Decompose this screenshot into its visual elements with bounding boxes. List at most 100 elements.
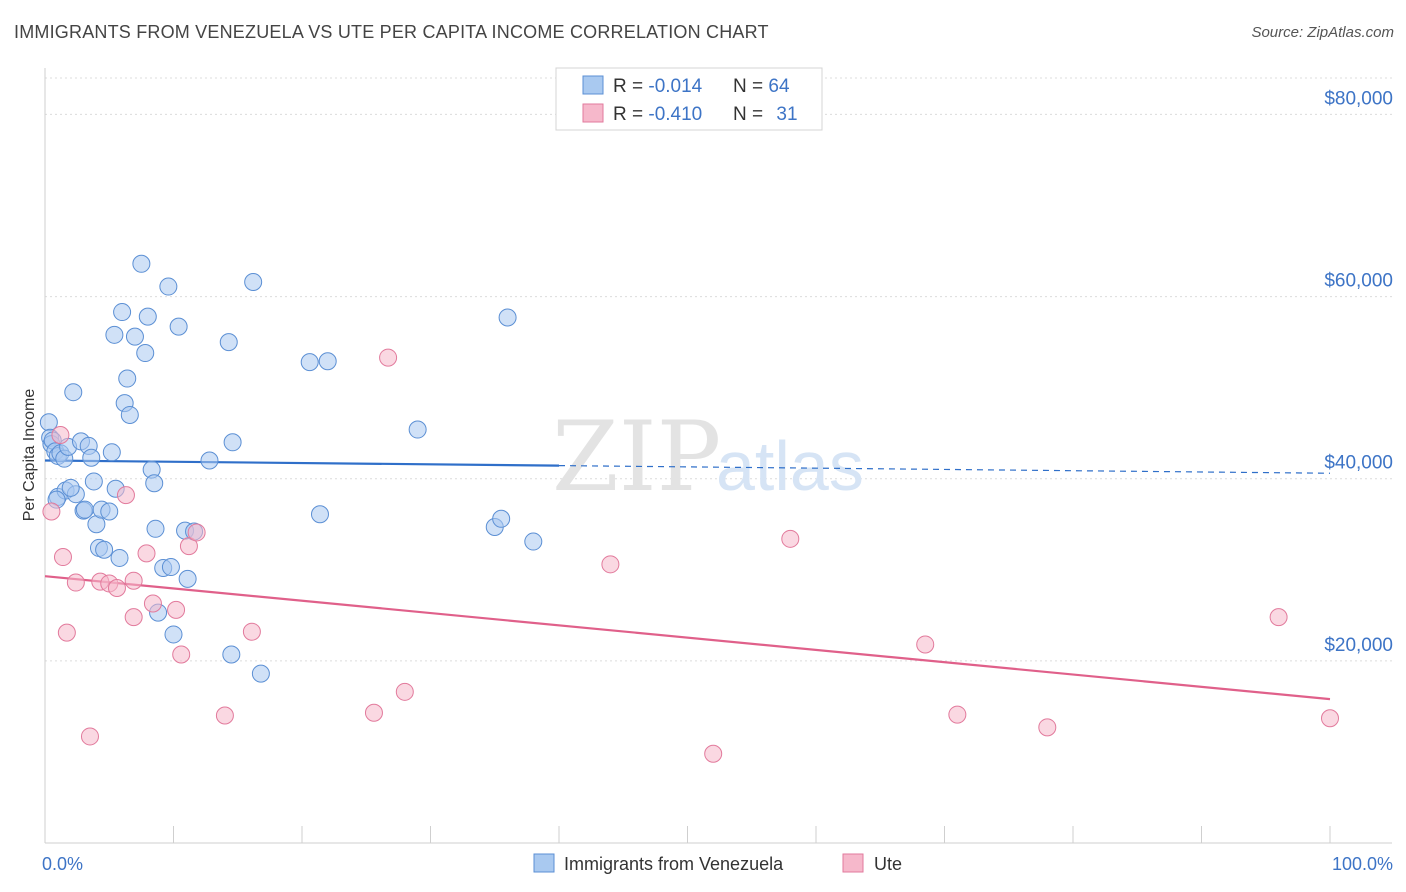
- ute-point: [364, 703, 383, 722]
- venezuela-point: [524, 532, 543, 551]
- legend-r-value-1: -0.014: [648, 76, 702, 97]
- ute-point: [1321, 709, 1339, 728]
- ute-point: [916, 635, 935, 654]
- ute-point: [948, 705, 967, 724]
- watermark-zip: ZIP: [552, 401, 721, 513]
- legend-n-label-2: N =: [733, 104, 768, 125]
- ute-point: [124, 608, 143, 627]
- series-legend-swatch-blue: [533, 853, 555, 873]
- venezuela-point: [120, 405, 139, 424]
- venezuela-point: [178, 569, 197, 588]
- venezuela-point: [110, 548, 129, 567]
- venezuela-point: [164, 625, 183, 644]
- ute-point: [51, 426, 70, 444]
- venezuela-point: [159, 277, 178, 296]
- ute-point: [1038, 718, 1057, 737]
- ute-point: [167, 600, 186, 619]
- y-axis-label: Per Capita Income: [21, 389, 38, 522]
- ute-point: [172, 645, 191, 664]
- tick-labels: $20,000 $40,000 $60,000 $80,000 0.0% 100.0%: [42, 88, 1393, 874]
- venezuela-point: [219, 333, 238, 352]
- ute-point: [781, 529, 800, 548]
- ute-point: [80, 727, 99, 746]
- stats-legend: R = -0.014 N = 64 R = -0.410 N = 31: [555, 67, 823, 131]
- venezuela-point: [200, 451, 219, 470]
- ute-point: [395, 682, 414, 701]
- venezuela-point: [145, 474, 164, 493]
- x-tick-label-max: 100.0%: [1332, 854, 1393, 874]
- ute-point: [1269, 608, 1288, 627]
- legend-n-value-1: 64: [768, 76, 790, 97]
- y-tick-label: $40,000: [1324, 453, 1393, 474]
- venezuela-point: [408, 420, 427, 439]
- data-points: [39, 254, 1339, 763]
- ute-point: [179, 537, 198, 556]
- ute-point: [137, 544, 156, 563]
- venezuela-point: [132, 254, 151, 273]
- ute-point: [42, 502, 61, 521]
- venezuela-point: [251, 664, 270, 683]
- venezuela-point: [146, 519, 165, 538]
- legend-r-label-1: R =: [613, 76, 648, 97]
- venezuela-trend-dashed: [558, 465, 1331, 474]
- ute-point: [124, 571, 143, 590]
- ute-point: [704, 744, 723, 763]
- ute-point: [242, 622, 261, 641]
- axes: [44, 68, 1392, 844]
- venezuela-point: [161, 558, 180, 577]
- ute-point: [116, 486, 135, 505]
- venezuela-point: [61, 478, 80, 497]
- ute-point: [57, 623, 76, 642]
- series-legend: Immigrants from Venezuela Ute: [533, 853, 902, 874]
- legend-r-value-2: -0.410: [648, 104, 702, 125]
- venezuela-point: [95, 540, 114, 559]
- svg-text:R = -0.014: R = -0.014: [613, 76, 703, 97]
- ute-point: [53, 548, 72, 567]
- trend-lines: [44, 459, 1331, 701]
- x-tick-label-min: 0.0%: [42, 854, 83, 874]
- source-label: Source: ZipAtlas.com: [1251, 24, 1394, 41]
- series-legend-label-blue: Immigrants from Venezuela: [564, 854, 784, 874]
- venezuela-point: [223, 433, 242, 452]
- ute-point: [187, 523, 206, 542]
- venezuela-point: [118, 369, 137, 388]
- y-tick-label: $80,000: [1324, 88, 1393, 109]
- series-legend-swatch-pink: [842, 853, 864, 873]
- venezuela-point: [82, 448, 101, 467]
- venezuela-point: [113, 303, 132, 322]
- legend-swatch-pink: [582, 103, 604, 123]
- grid-lines: [45, 77, 1392, 662]
- venezuela-point: [492, 509, 511, 528]
- venezuela-point: [300, 353, 319, 372]
- venezuela-trend-solid: [44, 459, 560, 467]
- venezuela-point: [498, 308, 517, 327]
- venezuela-point: [138, 307, 157, 326]
- venezuela-point: [75, 500, 94, 519]
- y-tick-label: $60,000: [1324, 271, 1393, 292]
- ute-point: [66, 573, 85, 592]
- venezuela-point: [125, 327, 144, 346]
- svg-text:N = 31: N = 31: [733, 104, 798, 125]
- venezuela-point: [222, 645, 241, 664]
- y-tick-label: $20,000: [1324, 635, 1393, 656]
- ute-point: [601, 555, 620, 574]
- series-legend-label-pink: Ute: [874, 854, 902, 874]
- venezuela-point: [310, 505, 329, 524]
- legend-swatch-blue: [582, 75, 604, 95]
- venezuela-point: [102, 443, 121, 462]
- venezuela-point: [318, 352, 337, 371]
- svg-text:R = -0.410: R = -0.410: [613, 104, 702, 125]
- watermark-atlas: atlas: [716, 427, 864, 505]
- legend-n-label-1: N =: [733, 76, 768, 97]
- venezuela-point: [64, 383, 83, 402]
- legend-r-label-2: R =: [613, 104, 648, 125]
- venezuela-point: [169, 317, 188, 336]
- ute-trend-line: [44, 575, 1331, 701]
- legend-n-value-2: 31: [776, 104, 797, 125]
- venezuela-point: [136, 344, 155, 363]
- venezuela-point: [105, 325, 124, 344]
- ute-point: [215, 706, 234, 725]
- venezuela-point: [100, 502, 119, 521]
- ute-point: [379, 348, 398, 367]
